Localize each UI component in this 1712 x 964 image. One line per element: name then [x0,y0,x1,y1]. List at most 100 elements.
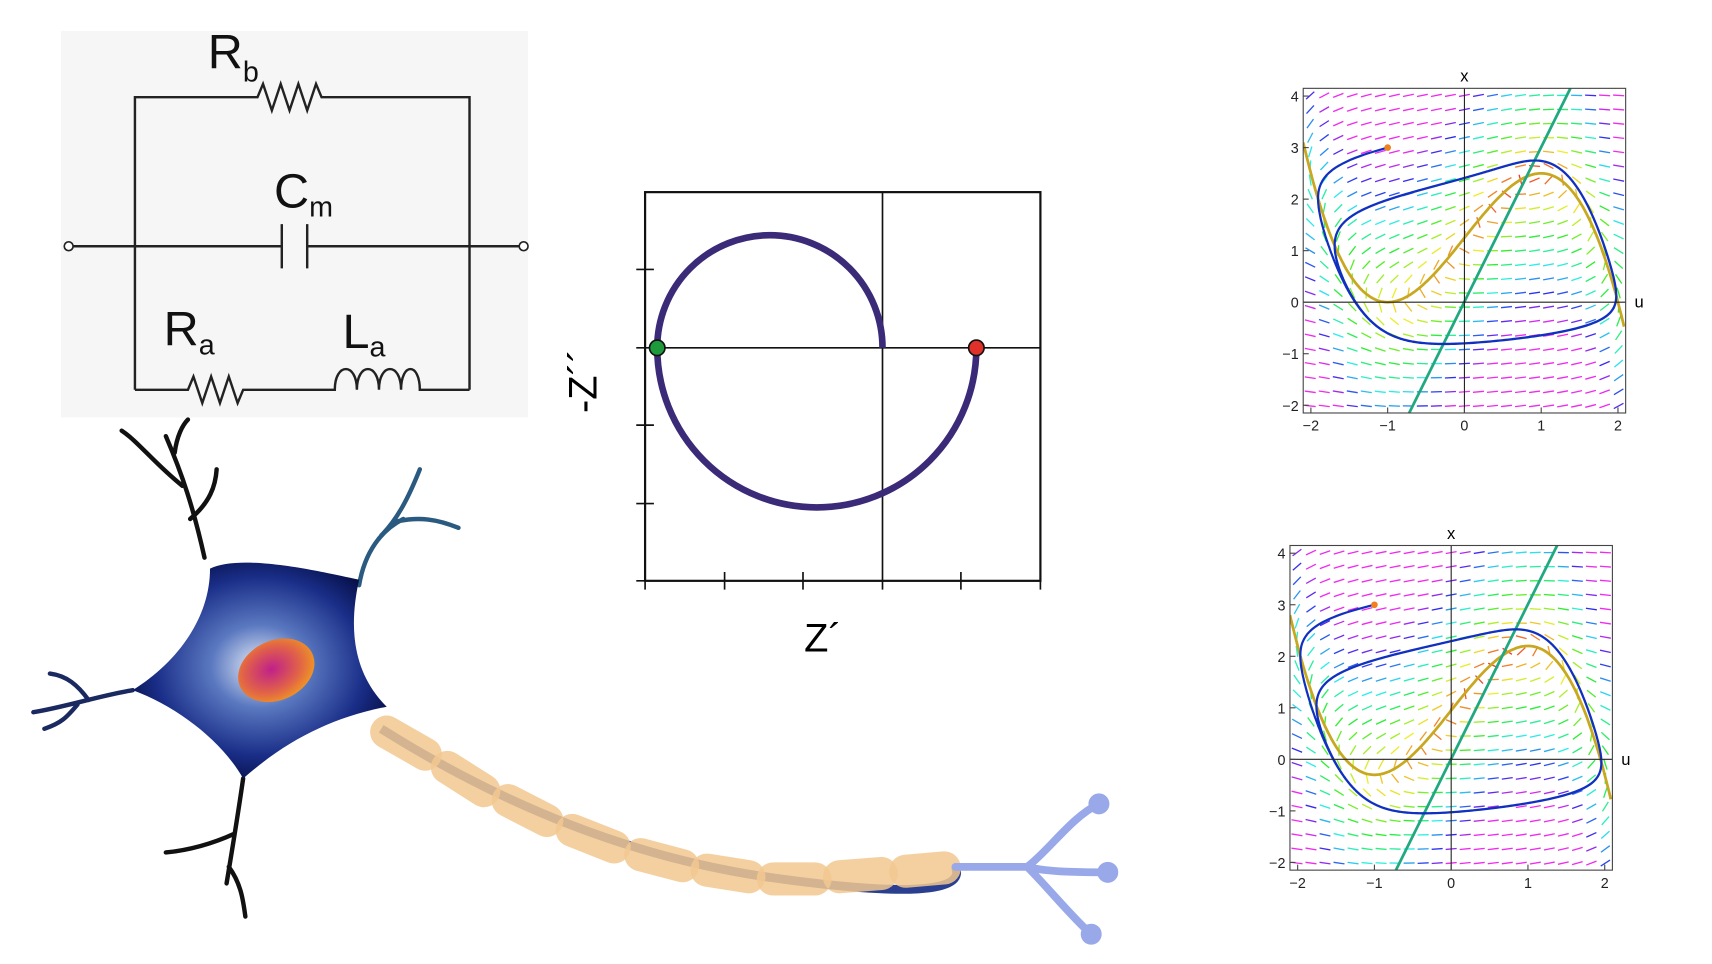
stream-arrow [1361,677,1373,683]
stream-arrow [1293,590,1301,600]
y-tick-label: −2 [1269,856,1285,872]
stream-arrow [1333,803,1345,810]
stream-arrow [1472,348,1485,351]
stream-arrow [1360,163,1372,169]
stream-arrow [1613,373,1624,382]
stream-arrow [1336,730,1342,742]
stream-arrow [1333,592,1345,598]
stream-arrow [1444,306,1456,309]
stream-arrow [1433,259,1440,270]
stream-arrow [1586,689,1597,698]
stream-arrow [1543,248,1555,253]
stream-arrow [1291,747,1303,753]
stream-arrow [1557,333,1569,338]
stream-arrow [1319,774,1331,782]
stream-arrow [1376,788,1386,797]
stream-arrow [1307,132,1314,143]
x-tick-label: 2 [1601,876,1609,892]
stream-arrow [1542,390,1555,394]
stream-arrow [1307,646,1315,657]
stream-arrow [1514,404,1527,408]
stream-arrow [1361,635,1373,640]
stream-arrow [1431,565,1443,569]
stream-arrow [1347,191,1358,198]
stream-arrow [1375,332,1386,339]
stream-arrow [1501,551,1513,554]
stream-arrow [1528,263,1541,267]
stream-arrow [1571,136,1583,140]
plot-area [1289,545,1613,871]
stream-arrow [1514,108,1527,111]
stream-arrow [1514,235,1527,238]
stream-arrow [1614,260,1624,269]
stream-arrow [1374,219,1386,226]
subscript: b [243,57,259,89]
stream-arrow [1431,607,1443,611]
stream-arrow [1599,136,1611,140]
stream-arrow [1347,648,1359,654]
stream-arrow [1613,247,1624,255]
stream-arrow [1346,149,1358,155]
stream-arrow [1336,758,1342,770]
stream-arrow [1528,362,1541,366]
stream-arrow [1557,607,1569,611]
stream-arrow [1586,817,1597,824]
stream-arrow [1501,579,1513,583]
stream-arrow [1388,219,1400,225]
nyquist-plot: -Z´´ Z´ [562,191,1042,661]
stream-arrow [1558,718,1569,725]
plot-area [1303,88,1626,413]
stream-arrow [1306,619,1316,628]
stream-arrow [1473,607,1485,611]
stream-arrow [1361,550,1373,555]
stream-arrow [1430,334,1442,337]
stream-arrow [1571,804,1583,810]
stream-arrow [1459,676,1471,683]
stream-arrow [1514,305,1527,309]
stream-arrow [1403,805,1415,808]
stream-arrow [1405,745,1413,756]
stream-arrow [1318,347,1330,352]
stream-arrow [1600,704,1611,711]
stream-arrow [1599,551,1611,554]
stream-arrow [1515,706,1527,710]
stream-arrow [1616,315,1622,327]
x-tick-label: 1 [1524,876,1532,892]
stream-arrow [1571,593,1583,597]
stream-arrow [1529,607,1541,611]
stream-arrow [1305,775,1317,782]
stream-arrow [1292,548,1302,557]
stream-arrow [1459,621,1471,625]
stream-arrow [1529,720,1541,724]
stream-arrow [1418,718,1429,726]
stream-arrow [1557,832,1569,837]
stream-arrow [1487,190,1498,198]
stream-arrow [1585,635,1597,640]
stream-arrow [1445,232,1456,241]
stream-arrow [1543,748,1555,753]
stream-arrow [1388,405,1400,407]
stream-arrow [1347,564,1359,569]
stream-arrow [1388,362,1400,366]
stream-arrow [1486,277,1499,280]
stream-arrow [1613,388,1624,396]
stream-arrow [1362,732,1373,740]
circuit: Rb Cm Ra La [60,25,529,418]
stream-arrow [1599,593,1611,597]
stream-arrow [1444,121,1456,126]
stream-arrow [1402,219,1414,225]
phase-portrait: −2 −1 0 1 2 −2 −1 0 1 2 3 4 x u [1282,67,1643,435]
stream-arrow [1528,206,1541,210]
stream-arrow [1375,705,1387,711]
stream-arrow [1557,136,1569,139]
stream-arrow [1417,791,1429,794]
stream-arrow [1529,691,1541,696]
stream-arrow [1473,720,1485,723]
stream-arrow [1472,362,1485,365]
trajectory [1299,603,1603,815]
stream-arrow [1514,93,1527,97]
stream-arrow [1557,593,1569,597]
stream-arrow [1346,375,1358,380]
y-tick-label: 1 [1291,244,1299,260]
stream-arrow [1305,577,1317,585]
